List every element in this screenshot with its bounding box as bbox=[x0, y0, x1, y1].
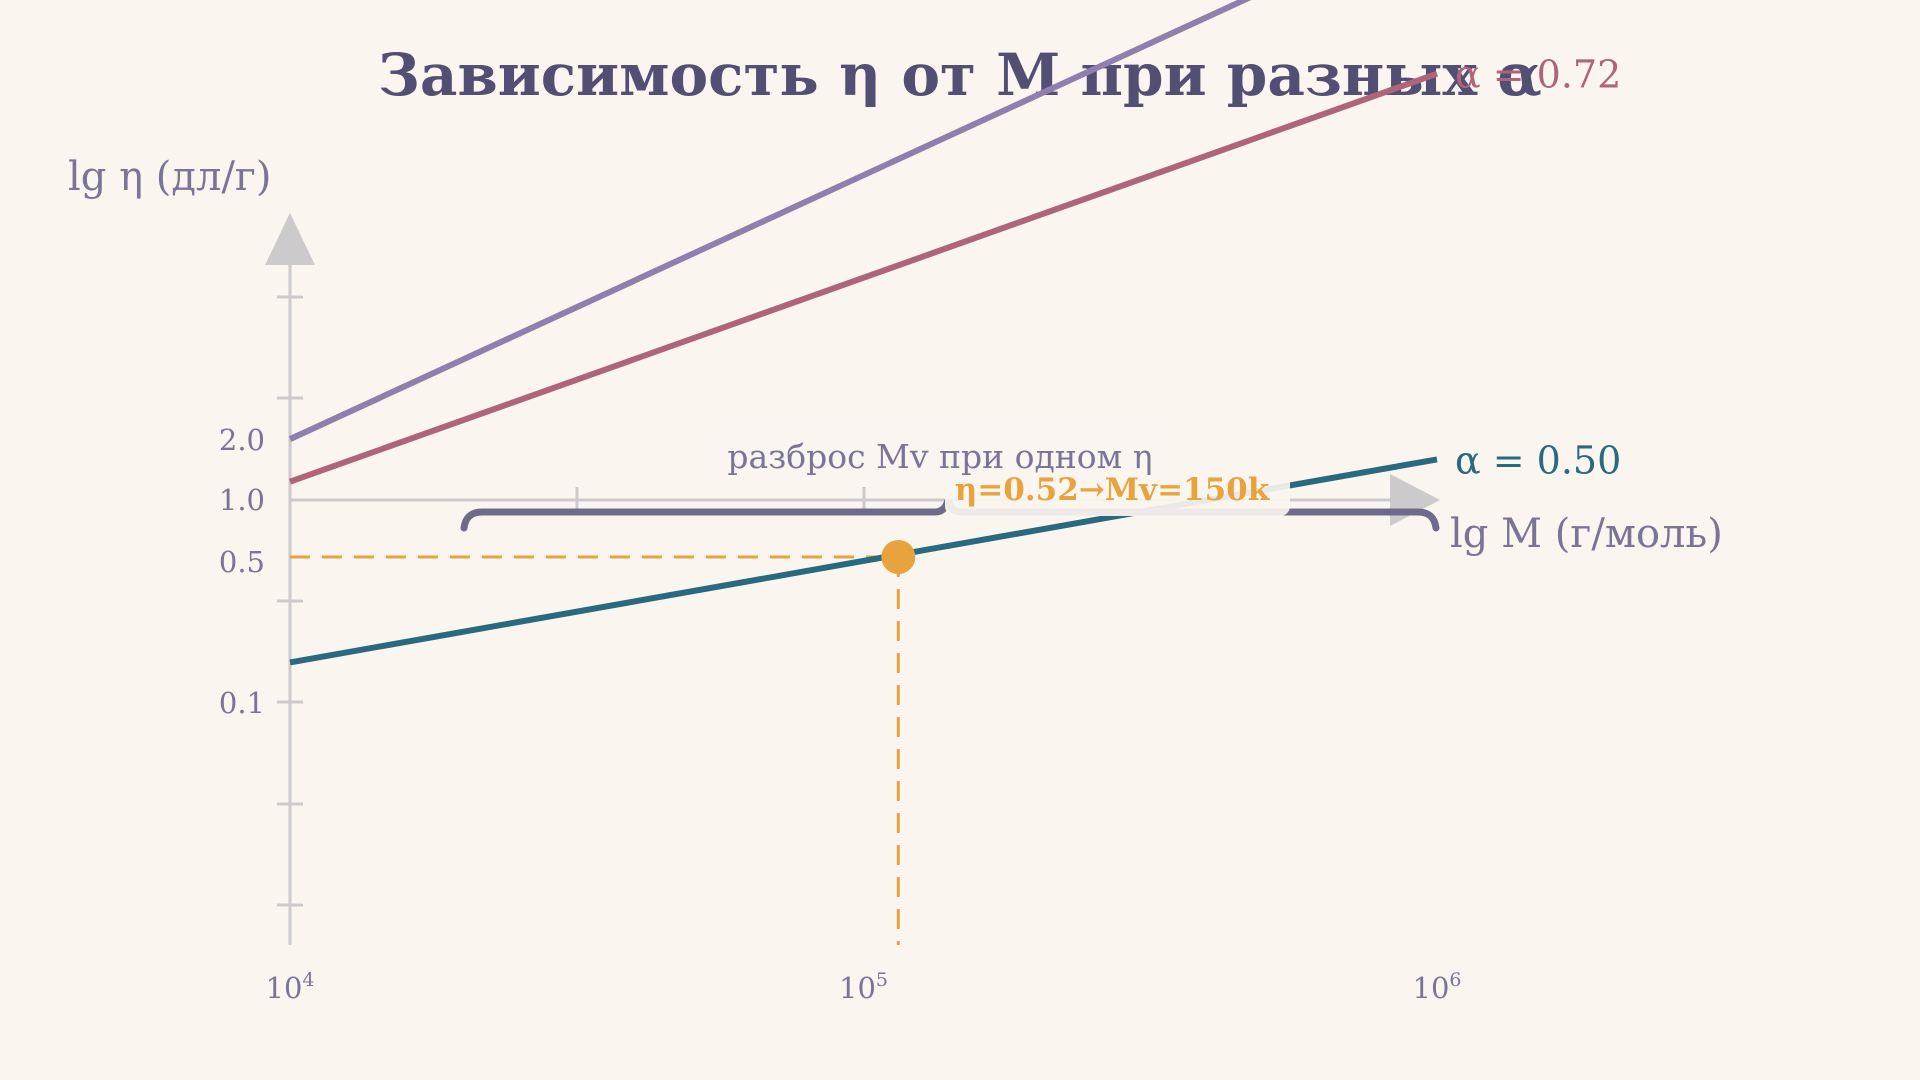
series-label: α = 0.50 bbox=[1455, 438, 1621, 482]
y-tick-label: 0.5 bbox=[219, 545, 265, 579]
y-axis-arrow-icon bbox=[265, 213, 315, 265]
highlight-point-group bbox=[881, 540, 916, 574]
x-tick-label: 105 bbox=[839, 969, 888, 1005]
series-line bbox=[288, 0, 1252, 442]
result-label: η=0.52→Mv=150k bbox=[955, 472, 1271, 508]
series-labels: α = 0.85α = 0.72α = 0.50 bbox=[1455, 53, 1621, 483]
y-tick-label: 2.0 bbox=[219, 423, 265, 457]
spread-label: разброс Mv при одном η bbox=[727, 437, 1152, 476]
x-tick-label: 104 bbox=[266, 969, 315, 1005]
x-axis-title: lg M (г/моль) bbox=[1450, 511, 1723, 557]
chart-title: Зависимость η от M при разных α bbox=[378, 41, 1542, 109]
guides bbox=[290, 555, 900, 945]
x-tick-label: 106 bbox=[1413, 969, 1462, 1005]
highlight-point bbox=[881, 540, 916, 574]
y-axis-title: lg η (дл/г) bbox=[68, 154, 271, 200]
series-line bbox=[288, 70, 1439, 485]
axes: 2.0 1.0 0.5 0.1 104 105 106 bbox=[219, 213, 1462, 1005]
y-tick-label: 1.0 bbox=[219, 483, 265, 517]
result-label-bg bbox=[945, 466, 1290, 516]
spread-bracket: разброс Mv при одном ηη=0.52→Mv=150k bbox=[460, 428, 1440, 532]
y-tick-label: 0.1 bbox=[219, 686, 265, 720]
series-label: α = 0.72 bbox=[1455, 53, 1621, 97]
